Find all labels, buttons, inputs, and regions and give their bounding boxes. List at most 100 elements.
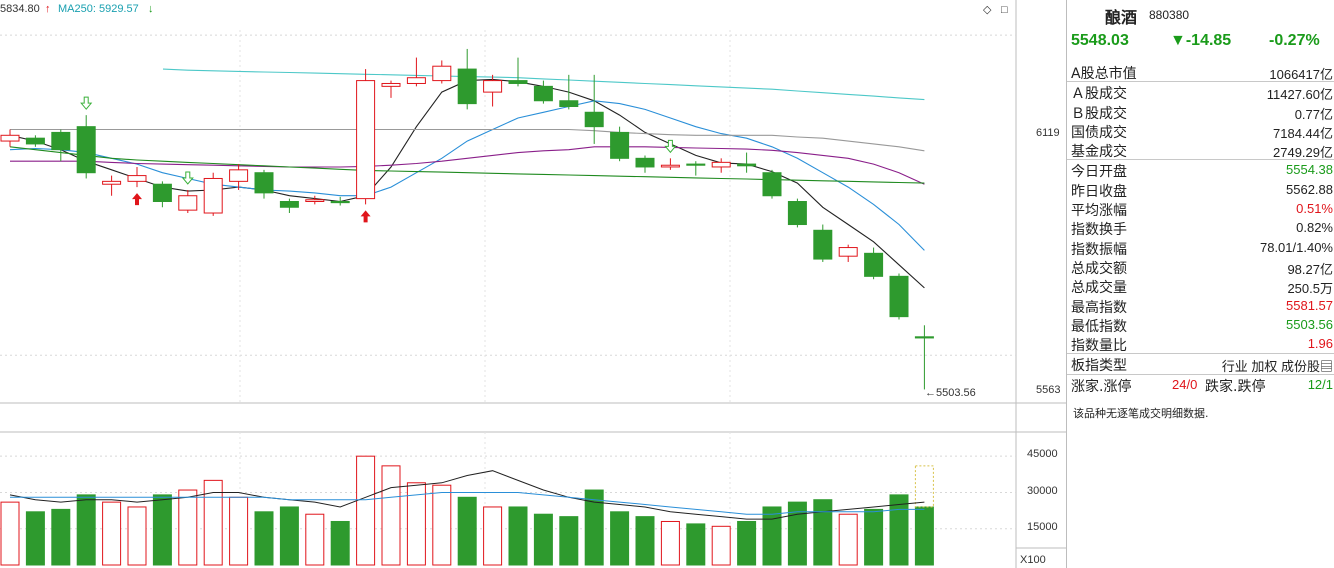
volume-bar [914,506,934,566]
candle-body [635,157,655,168]
info-row: 昨日收盘 5562.88 [1067,180,1334,200]
info-row: 国债成交 7184.44亿 [1067,121,1334,141]
info-row-value: 0.77亿 [1294,106,1333,122]
volume-bar [406,482,426,566]
info-row: Ａ股成交 11427.60亿 [1067,81,1334,102]
candle-body [660,164,680,168]
info-row-label: 最低指数 [1071,318,1127,335]
volume-ma-vol_ma_black [9,470,925,520]
info-row: 最低指数 5503.56 [1067,315,1334,335]
volume-bar [584,489,604,566]
candle [864,247,884,280]
price-tick-6119: 6119 [1036,127,1060,139]
candle [356,69,376,205]
info-row-value: 7184.44亿 [1273,125,1333,141]
index-code: 880380 [1149,8,1190,22]
candle-body [914,336,934,339]
candle-body [127,175,147,182]
candle [914,325,934,390]
candle-body [51,131,71,151]
candle [838,244,858,262]
info-row: 指数量比 1.96 [1067,334,1334,355]
candle [483,74,503,107]
candle [787,198,807,228]
candle-body [76,126,96,174]
info-row-label: 指数振幅 [1071,241,1127,258]
quote-info-panel: 酿酒 880380 5548.03 ▼-14.85 -0.27% A股总市值 10… [1066,0,1334,568]
volume-bar [533,513,553,566]
info-row-label: 总成交额 [1071,260,1127,277]
volume-bar [203,479,223,566]
info-row: 最高指数 5581.57 [1067,296,1334,316]
info-row-label: 昨日收盘 [1071,183,1127,200]
volume-bar [457,496,477,566]
candle [584,74,604,144]
info-row-label: 基金成交 [1071,144,1127,161]
volume-bar [254,511,274,566]
volume-bar [660,520,680,566]
candle-body [711,161,731,168]
candle-body [305,199,325,203]
info-row-value: 5581.57 [1286,297,1333,313]
volume-bar [127,506,147,566]
candle-body [254,172,274,194]
volume-bar [381,465,401,566]
volume-bar [813,499,833,566]
ma-line-ma60_gray [10,128,925,152]
volume-bar [864,508,884,566]
candle-body [0,134,20,142]
square-icon[interactable]: □ [1001,4,1008,16]
candle-body [102,180,122,185]
info-row-label: 指数量比 [1071,338,1127,355]
info-row: 平均涨幅 0.51% [1067,199,1334,219]
volume-bar [0,501,20,566]
candle [254,169,274,199]
info-row-value: 5562.88 [1286,181,1333,197]
volume-bar [711,525,731,566]
info-row-label: 板指类型 [1071,358,1127,375]
index-name: 酿酒 [1105,8,1138,27]
info-row: 指数振幅 78.01/1.40% [1067,238,1334,258]
info-row-label: 最高指数 [1071,299,1127,316]
volume-bar [686,523,706,566]
diamond-icon[interactable]: ◇ [983,4,992,16]
ma-legend-first-arrow: ↑ [45,3,51,15]
info-row-value: 5503.56 [1286,316,1333,332]
info-row-value: 250.5万 [1287,281,1333,297]
candle [635,155,655,173]
volume-bar [889,494,909,566]
info-row-label: A股总市值 [1071,66,1137,82]
kline-chart[interactable]: 5834.80 ↑ MA250: 5929.57 ↓ ◇ □ 6119 5563… [0,0,1066,568]
volume-bar [330,520,350,566]
candle-body [381,82,401,87]
price-row: 5548.03 ▼-14.85 -0.27% [1067,32,1334,54]
candle-body [584,111,604,128]
candle [127,166,147,188]
info-row: 板指类型 行业 加权 成份股▤ [1067,353,1334,375]
volume-bar [152,494,172,566]
info-row: 今日开盘 5554.38 [1067,159,1334,180]
volume-ma-lines [9,470,925,520]
candlestick-series [0,48,934,390]
candle [762,169,782,199]
volume-bar [508,506,528,566]
candle-body [737,163,757,167]
info-row-value: 1066417亿 [1269,67,1333,82]
ma-legend-first: 5834.80 [0,3,40,15]
volume-bar [178,489,198,566]
title-row: 酿酒 880380 [1067,2,1334,27]
info-row-value[interactable]: 行业 加权 成份股▤ [1221,359,1333,375]
candle [330,196,350,206]
volume-bar [610,511,630,566]
info-row: 基金成交 2749.29亿 [1067,140,1334,161]
info-row-value: 98.27亿 [1287,261,1333,277]
candle [660,158,680,170]
sell-signal-arrow [181,171,194,185]
info-row: 涨家.涨停 24/0 跌家.跌停 12/1 [1067,373,1334,395]
candle-body [889,275,909,318]
volume-bar [762,506,782,566]
candle-body [330,201,350,204]
volume-bar [76,494,96,566]
price-change: ▼-14.85 [1170,32,1232,49]
candle-body [457,68,477,105]
